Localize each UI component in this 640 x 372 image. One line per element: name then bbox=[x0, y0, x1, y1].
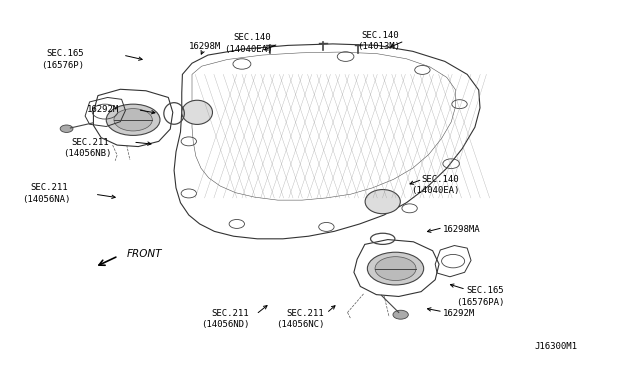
Text: (14056NC): (14056NC) bbox=[276, 320, 325, 329]
Text: SEC.211: SEC.211 bbox=[72, 138, 109, 147]
Text: J16300M1: J16300M1 bbox=[534, 342, 577, 351]
Text: SEC.140: SEC.140 bbox=[234, 33, 271, 42]
Text: SEC.211: SEC.211 bbox=[287, 309, 324, 318]
Text: (14013M): (14013M) bbox=[357, 42, 400, 51]
Text: 16298MA: 16298MA bbox=[443, 225, 481, 234]
Circle shape bbox=[106, 104, 160, 135]
Text: (14056NA): (14056NA) bbox=[22, 195, 71, 203]
Text: 16298M: 16298M bbox=[189, 42, 221, 51]
Ellipse shape bbox=[182, 100, 212, 125]
Text: SEC.211: SEC.211 bbox=[31, 183, 68, 192]
Text: SEC.165: SEC.165 bbox=[466, 286, 504, 295]
Text: SEC.140: SEC.140 bbox=[421, 175, 459, 184]
Text: SEC.165: SEC.165 bbox=[46, 49, 84, 58]
Circle shape bbox=[375, 257, 416, 280]
Ellipse shape bbox=[365, 189, 401, 214]
Text: SEC.211: SEC.211 bbox=[211, 309, 249, 318]
Text: (16576P): (16576P) bbox=[42, 61, 84, 70]
Text: (14040EA): (14040EA) bbox=[411, 186, 460, 195]
Circle shape bbox=[114, 109, 152, 131]
Text: 16292M: 16292M bbox=[86, 105, 118, 114]
Text: SEC.140: SEC.140 bbox=[362, 31, 399, 40]
Text: (14056NB): (14056NB) bbox=[63, 149, 111, 158]
Text: (14040EA): (14040EA) bbox=[224, 45, 273, 54]
Circle shape bbox=[367, 252, 424, 285]
Circle shape bbox=[393, 310, 408, 319]
Text: (16576PA): (16576PA) bbox=[456, 298, 504, 307]
Text: FRONT: FRONT bbox=[127, 249, 162, 259]
Text: (14056ND): (14056ND) bbox=[202, 320, 250, 329]
Circle shape bbox=[60, 125, 73, 132]
Text: 16292M: 16292M bbox=[443, 309, 475, 318]
